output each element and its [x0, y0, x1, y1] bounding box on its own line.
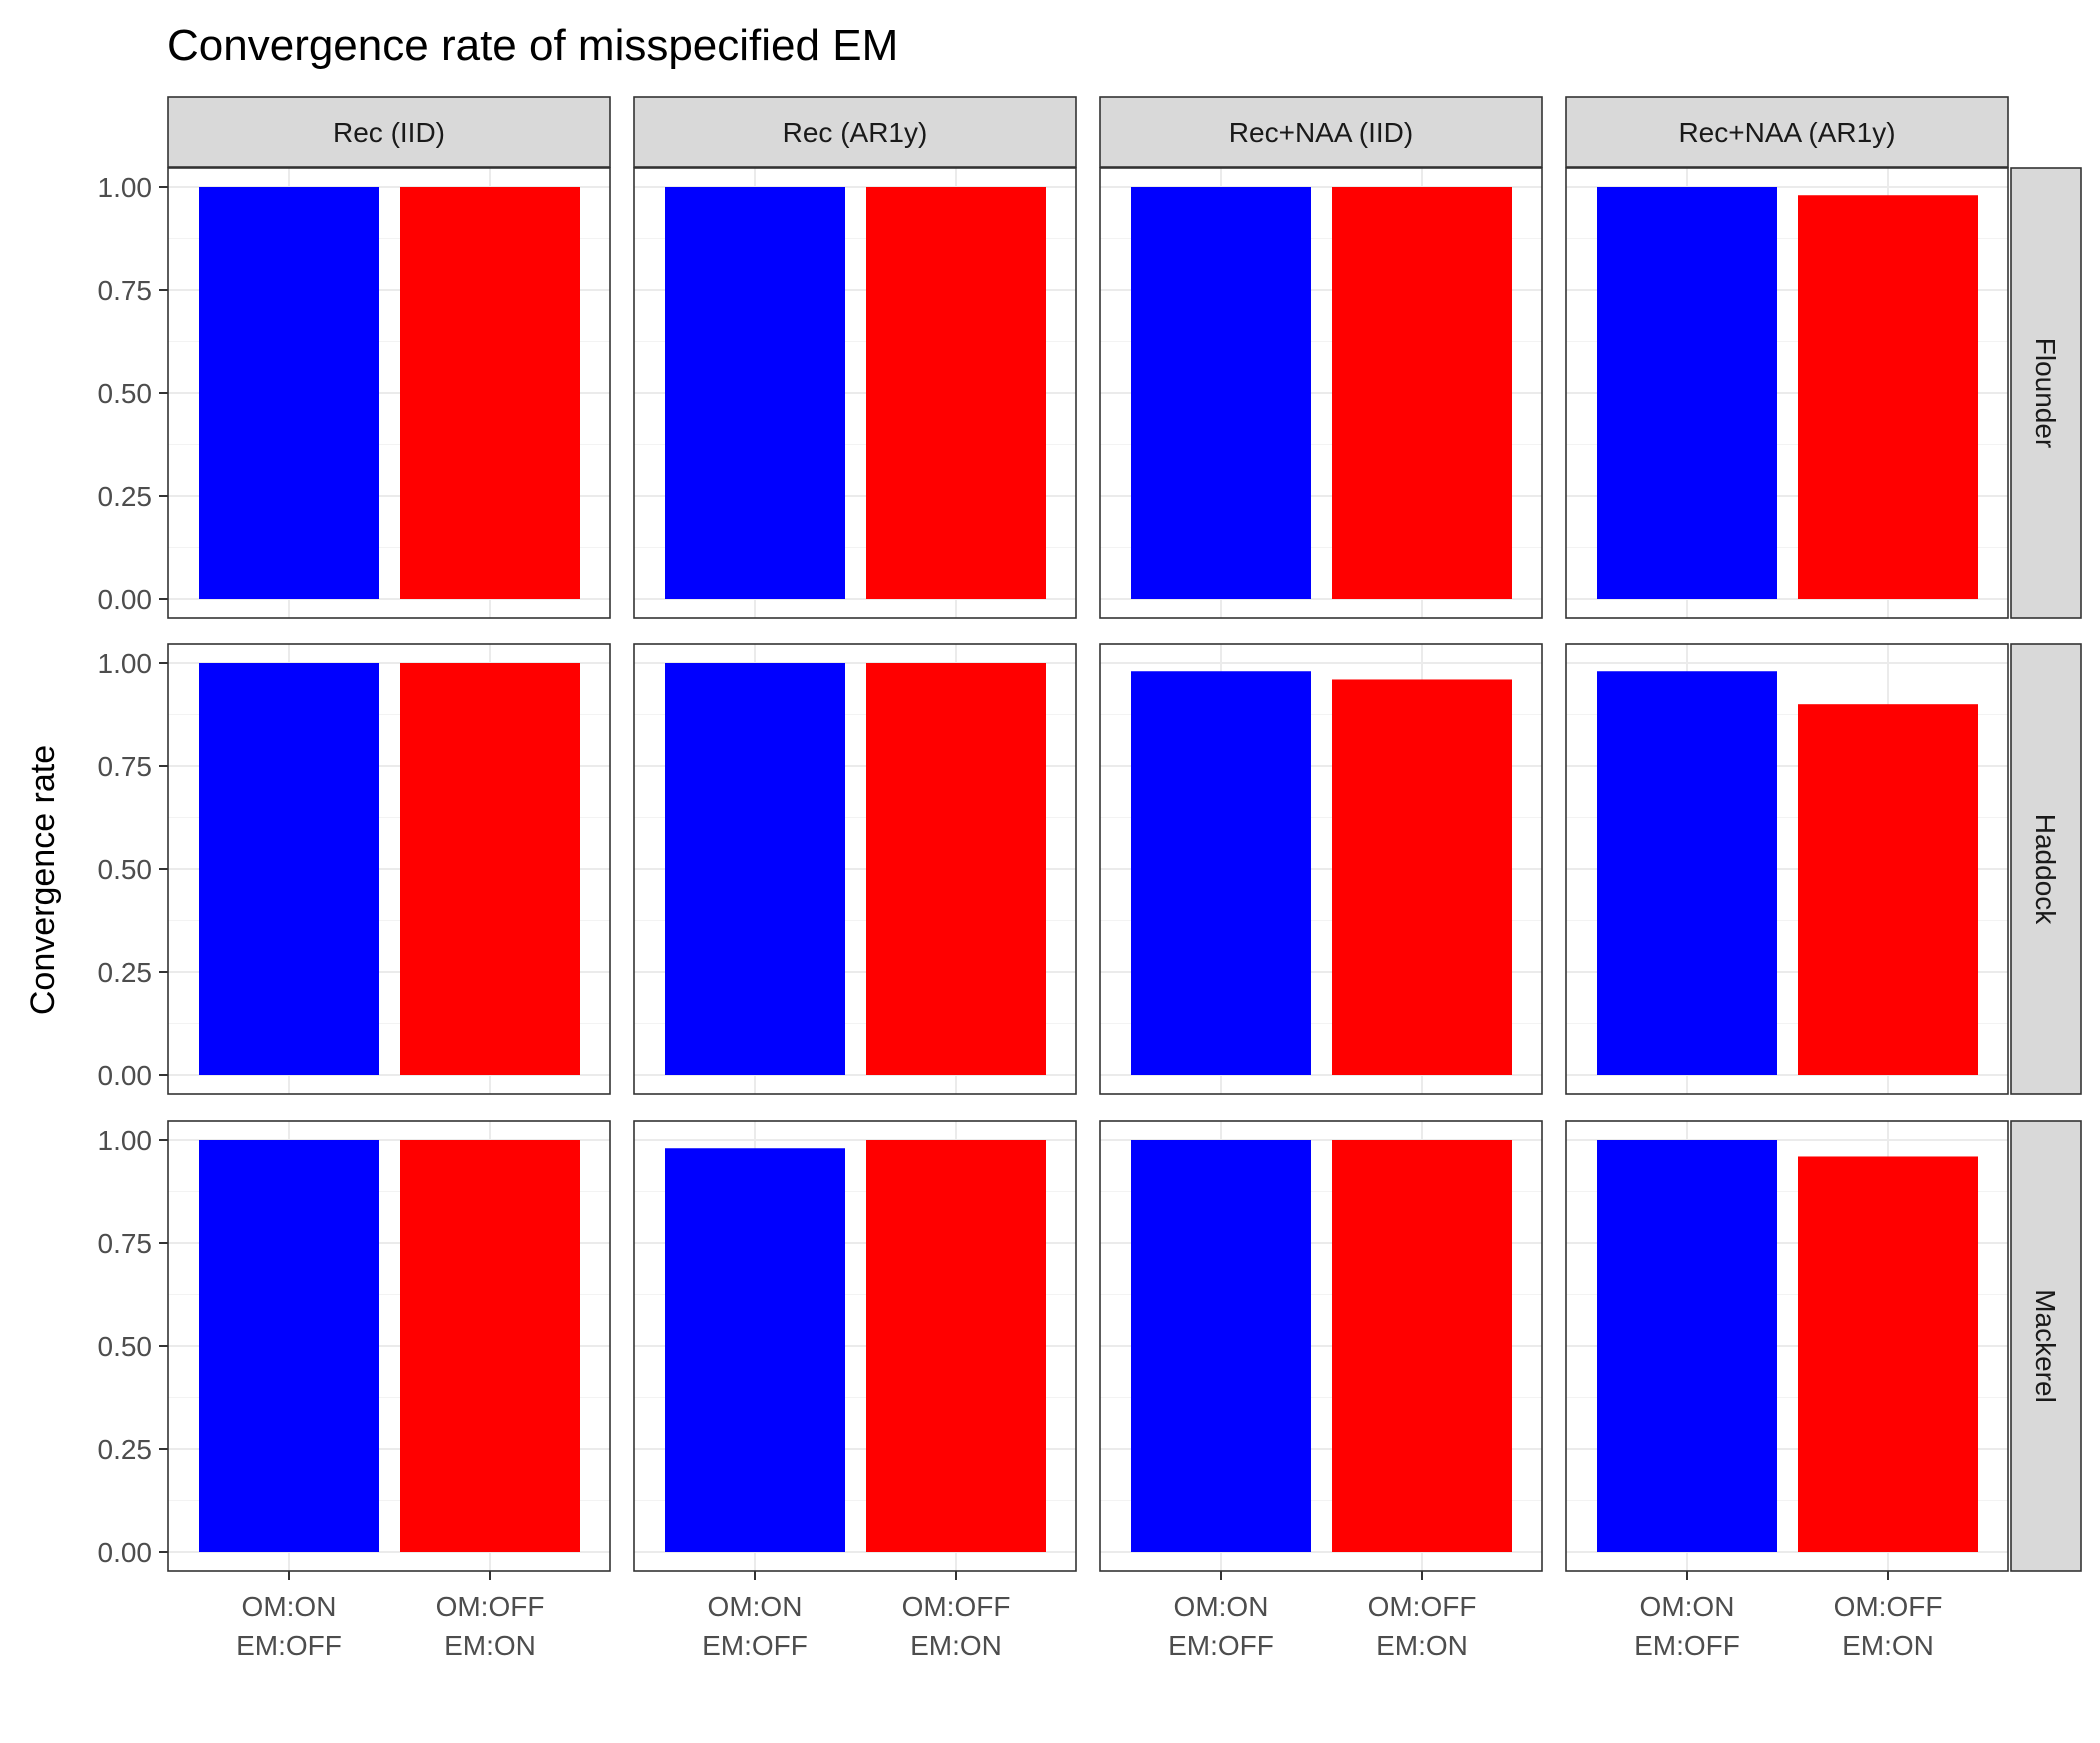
y-tick-label: 1.00 [98, 648, 153, 679]
bar [665, 663, 845, 1075]
y-tick-label: 0.00 [98, 1537, 153, 1568]
column-strip [633, 96, 1077, 168]
bar [1332, 679, 1512, 1075]
bar [1597, 1140, 1777, 1552]
y-tick-label: 1.00 [98, 1125, 153, 1156]
bar [866, 663, 1046, 1075]
y-tick-label: 0.50 [98, 854, 153, 885]
bar [199, 663, 379, 1075]
x-tick-label: OM:ON [708, 1591, 803, 1622]
y-tick-label: 0.50 [98, 378, 153, 409]
row-strip-label: Mackerel [2030, 1289, 2061, 1403]
y-tick-label: 0.50 [98, 1331, 153, 1362]
x-tick-label: OM:ON [1174, 1591, 1269, 1622]
plot-area: Rec (IID) Rec (AR1y) Rec+NAA (IID) Rec+NAA … [98, 96, 2082, 1661]
x-tick-label: OM:OFF [902, 1591, 1011, 1622]
column-strip [1565, 96, 2009, 168]
bar [866, 187, 1046, 599]
y-tick-label: 0.75 [98, 751, 153, 782]
y-tick-label: 0.25 [98, 1434, 153, 1465]
y-tick-label: 0.00 [98, 584, 153, 615]
column-strip-label: Rec+NAA (IID) [1229, 117, 1413, 148]
panel-border [1565, 1120, 2009, 1572]
column-strip-label: Rec (AR1y) [783, 117, 928, 148]
y-tick-label: 0.25 [98, 481, 153, 512]
x-tick-label: OM:ON [1640, 1591, 1735, 1622]
x-tick-label: OM:OFF [436, 1591, 545, 1622]
panel-border [633, 643, 1077, 1095]
bar [665, 187, 845, 599]
bar [1798, 704, 1978, 1075]
column-strip [1099, 96, 1543, 168]
y-tick-label: 0.75 [98, 275, 153, 306]
x-tick-label: EM:OFF [236, 1630, 342, 1661]
bar [400, 1140, 580, 1552]
bar [199, 187, 379, 599]
bar [1332, 1140, 1512, 1552]
panel-border [1099, 643, 1543, 1095]
column-strip-label: Rec (IID) [333, 117, 445, 148]
x-tick-label: EM:OFF [1634, 1630, 1740, 1661]
column-strip [167, 96, 611, 168]
bar [400, 663, 580, 1075]
y-tick-label: 1.00 [98, 172, 153, 203]
bar [1131, 671, 1311, 1075]
bar [1597, 671, 1777, 1075]
bar [400, 187, 580, 599]
x-tick-label: EM:ON [444, 1630, 536, 1661]
x-tick-label: EM:OFF [702, 1630, 808, 1661]
y-tick-label: 0.25 [98, 957, 153, 988]
bar [1131, 187, 1311, 599]
bar [199, 1140, 379, 1552]
bar [665, 1148, 845, 1552]
panel-border [1565, 167, 2009, 619]
x-tick-label: EM:ON [1842, 1630, 1934, 1661]
row-strip [2010, 643, 2082, 1095]
x-tick-label: EM:ON [1376, 1630, 1468, 1661]
bar [1131, 1140, 1311, 1552]
panel-border [633, 1120, 1077, 1572]
bar [1597, 187, 1777, 599]
x-tick-label: OM:OFF [1368, 1591, 1477, 1622]
x-tick-label: EM:ON [910, 1630, 1002, 1661]
panel-border [1565, 643, 2009, 1095]
bar [1798, 195, 1978, 600]
panel-border [1099, 167, 1543, 619]
y-tick-label: 0.75 [98, 1228, 153, 1259]
bar [866, 1140, 1046, 1552]
bar [1798, 1156, 1978, 1552]
row-strip-label: Haddock [2030, 814, 2061, 926]
column-strip-label: Rec+NAA (AR1y) [1678, 117, 1895, 148]
x-tick-label: OM:OFF [1834, 1591, 1943, 1622]
panel-border [633, 167, 1077, 619]
row-strip [2010, 1120, 2082, 1572]
y-axis-title: Convergence rate [24, 745, 62, 1015]
bar [1332, 187, 1512, 599]
x-tick-label: OM:ON [242, 1591, 337, 1622]
row-strip-label: Flounder [2030, 338, 2061, 449]
chart-title: Convergence rate of misspecified EM [167, 21, 898, 70]
x-tick-label: EM:OFF [1168, 1630, 1274, 1661]
y-tick-label: 0.00 [98, 1060, 153, 1091]
row-strip [2010, 167, 2082, 619]
panel-border [1099, 1120, 1543, 1572]
